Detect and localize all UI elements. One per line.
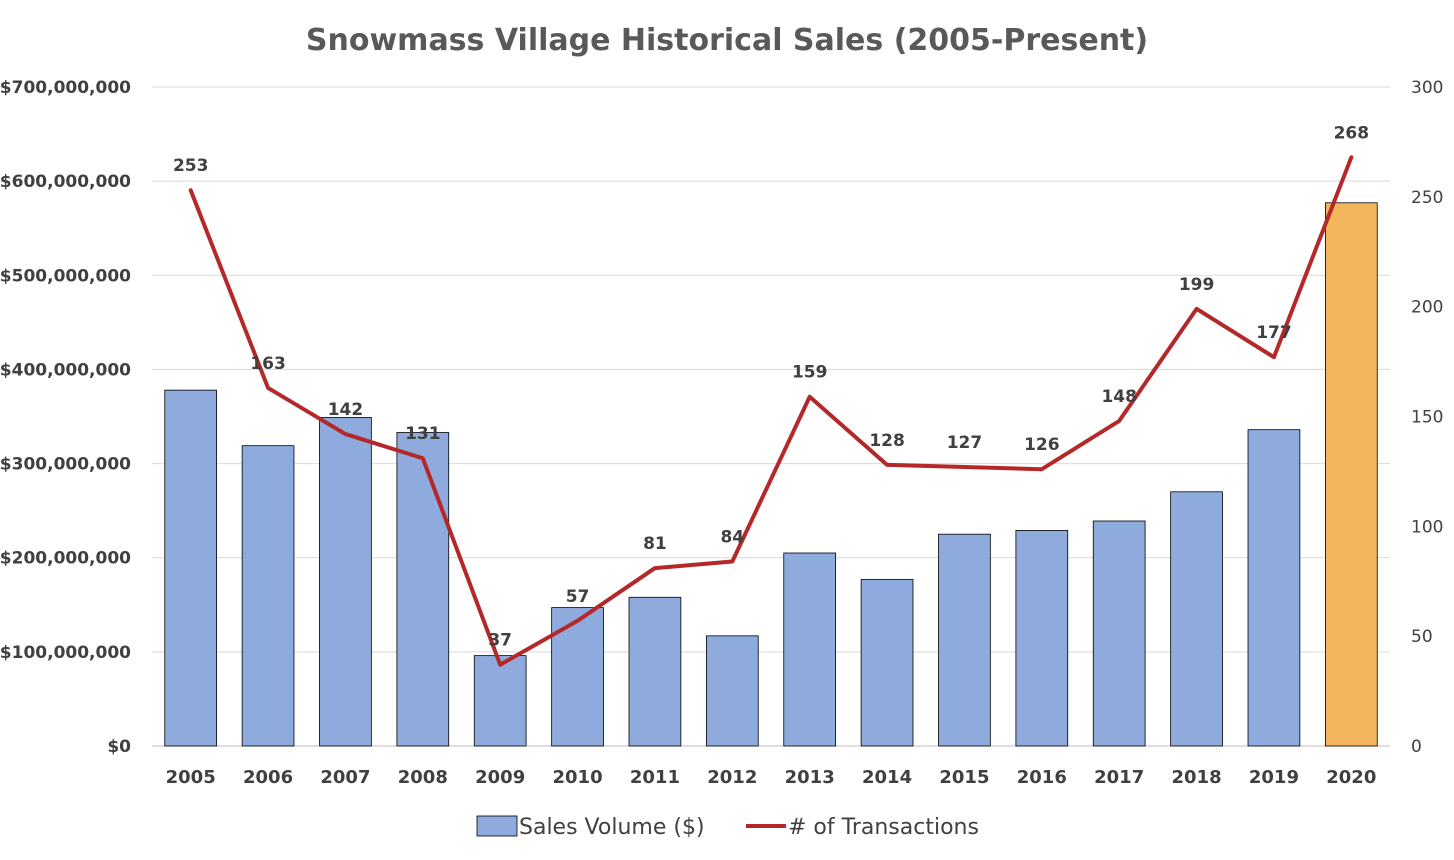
left-tick-label: $200,000,000 — [0, 549, 131, 569]
data-label-2007: 142 — [328, 400, 364, 420]
transactions-line — [188, 155, 1354, 667]
bar-2013 — [783, 552, 837, 747]
category-label: 2010 — [553, 767, 603, 788]
legend-swatch-sales-volume — [476, 815, 518, 837]
data-label-2011: 81 — [643, 534, 667, 554]
chart-title: Snowmass Village Historical Sales (2005-… — [306, 23, 1148, 58]
bar-2014 — [860, 578, 914, 747]
data-label-2009: 37 — [488, 631, 512, 651]
right-tick-label: 250 — [1411, 188, 1443, 208]
data-label-2010: 57 — [566, 587, 590, 607]
category-label: 2009 — [475, 767, 525, 788]
bar-2015 — [938, 533, 991, 747]
category-label: 2016 — [1017, 767, 1067, 788]
left-axis-ticks: $0 $100,000,000 $200,000,000 $300,000,000 $4… — [0, 78, 131, 757]
data-label-2005: 253 — [173, 156, 209, 176]
data-label-2006: 163 — [250, 354, 286, 374]
category-label: 2011 — [630, 767, 680, 788]
left-tick-label: $500,000,000 — [0, 266, 131, 286]
category-label: 2013 — [785, 767, 835, 788]
right-tick-label: 0 — [1411, 737, 1422, 757]
category-label: 2005 — [166, 767, 216, 788]
bar-2017 — [1092, 520, 1146, 747]
sales-volume-bars — [164, 202, 1378, 747]
bar-2007 — [319, 417, 372, 747]
bar-2006 — [241, 445, 295, 747]
right-axis-ticks: 0 50 100 150 200 250 300 — [1411, 78, 1443, 757]
category-label: 2012 — [707, 767, 757, 788]
category-label: 2008 — [398, 767, 448, 788]
data-label-2015: 127 — [947, 433, 983, 453]
bar-2020 — [1324, 202, 1378, 747]
legend-label-transactions: # of Transactions — [788, 815, 979, 840]
category-label: 2018 — [1172, 767, 1222, 788]
data-label-2016: 126 — [1024, 435, 1060, 455]
legend-label-sales-volume: Sales Volume ($) — [519, 815, 705, 840]
bar-2010 — [551, 607, 604, 747]
data-label-2014: 128 — [869, 431, 905, 451]
category-axis-labels: 2005 2006 2007 2008 2009 2010 2011 2012 2013 2014… — [166, 767, 1377, 788]
left-tick-label: $700,000,000 — [0, 78, 131, 98]
bar-2005 — [164, 389, 218, 747]
left-tick-label: $0 — [107, 737, 131, 757]
bar-2016 — [1015, 530, 1069, 747]
category-label: 2007 — [320, 767, 370, 788]
right-tick-label: 100 — [1411, 517, 1443, 537]
data-label-2019: 177 — [1256, 323, 1292, 343]
category-label: 2017 — [1094, 767, 1144, 788]
right-tick-label: 150 — [1411, 408, 1443, 428]
category-label: 2006 — [243, 767, 293, 788]
left-tick-label: $300,000,000 — [0, 455, 131, 475]
category-label: 2019 — [1249, 767, 1299, 788]
data-label-2012: 84 — [720, 527, 744, 547]
data-label-2013: 159 — [792, 363, 828, 383]
bar-2012 — [705, 635, 759, 747]
transactions-data-labels: 253 163 142 131 37 57 81 84 159 128 127 126 148 199 17… — [173, 123, 1369, 650]
left-tick-label: $600,000,000 — [0, 172, 131, 192]
bar-2011 — [628, 596, 682, 747]
category-label: 2020 — [1326, 767, 1376, 788]
right-tick-label: 300 — [1411, 78, 1443, 98]
left-tick-label: $400,000,000 — [0, 360, 131, 380]
category-label: 2014 — [862, 767, 912, 788]
data-label-2017: 148 — [1101, 387, 1137, 407]
data-label-2020: 268 — [1334, 123, 1370, 143]
left-tick-label: $100,000,000 — [0, 643, 131, 663]
bar-2018 — [1170, 491, 1223, 747]
data-label-2018: 199 — [1179, 275, 1215, 295]
data-label-2008: 131 — [405, 424, 441, 444]
category-label: 2015 — [939, 767, 989, 788]
transactions-line-path — [188, 155, 1354, 667]
bar-2019 — [1247, 429, 1301, 747]
legend: Sales Volume ($) # of Transactions — [476, 815, 979, 840]
right-tick-label: 50 — [1411, 627, 1433, 647]
right-tick-label: 200 — [1411, 298, 1443, 318]
bar-2008 — [396, 432, 450, 747]
bar-2009 — [473, 655, 527, 747]
